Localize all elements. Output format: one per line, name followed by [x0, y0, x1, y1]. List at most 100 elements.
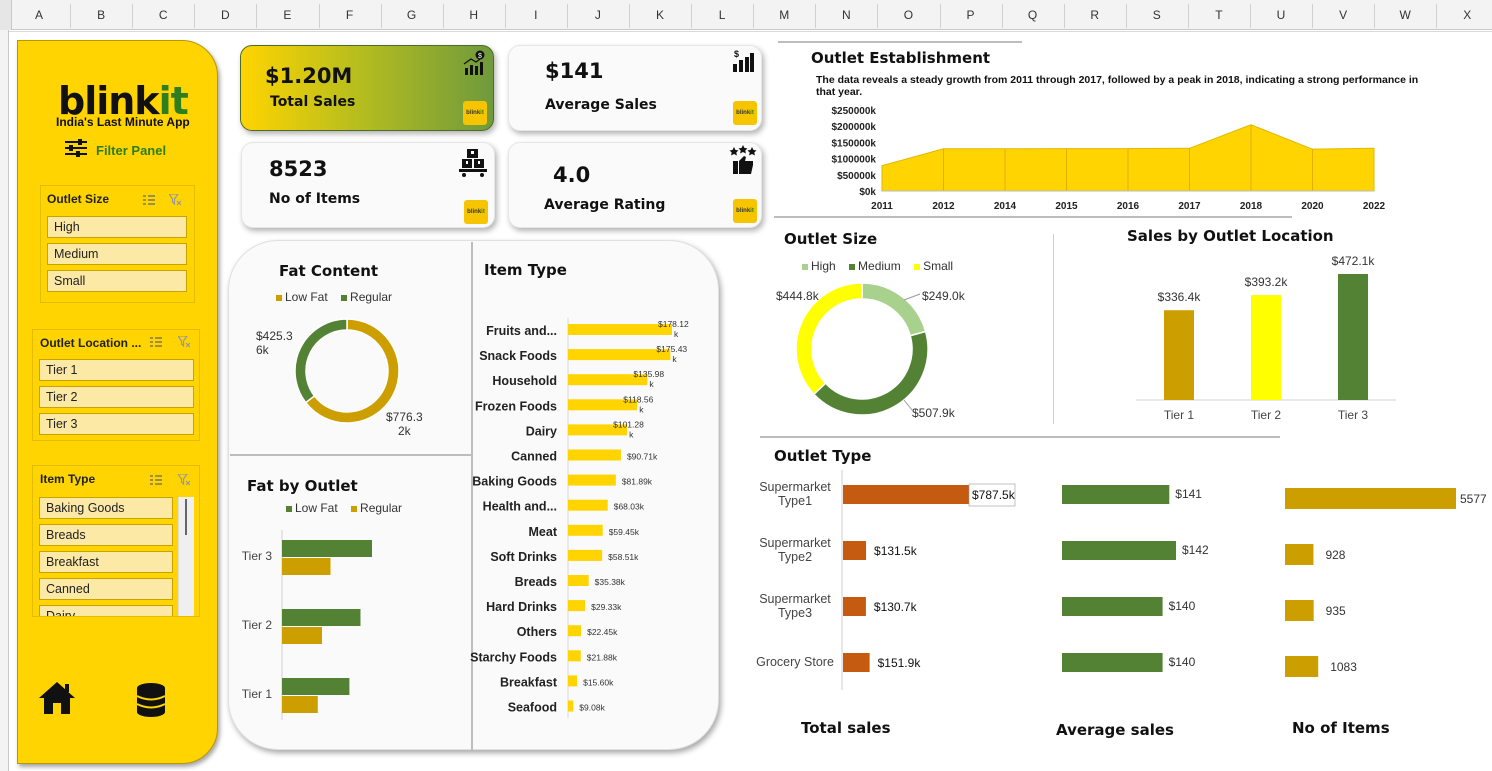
column-header-s[interactable]: S — [1152, 8, 1161, 22]
bar-hard-drinks[interactable] — [568, 600, 586, 612]
bar-low-fat-tier-3[interactable] — [282, 540, 372, 557]
column-header-j[interactable]: J — [594, 8, 601, 22]
column-separator[interactable] — [1187, 4, 1189, 28]
column-header-t[interactable]: T — [1215, 8, 1223, 22]
bar-canned[interactable] — [568, 449, 621, 461]
slicer-item-baking-goods[interactable]: Baking Goods — [39, 497, 173, 519]
bar-snack-foods[interactable] — [568, 349, 671, 361]
bar-total-sales[interactable] — [843, 597, 866, 616]
column-header-i[interactable]: I — [534, 8, 538, 22]
bar-regular-tier-1[interactable] — [282, 696, 318, 713]
column-separator[interactable] — [1436, 4, 1438, 28]
column-separator[interactable] — [753, 4, 755, 28]
slicer-item-small[interactable]: Small — [47, 270, 187, 292]
column-header-v[interactable]: V — [1339, 8, 1348, 22]
bar-health-and-[interactable] — [568, 499, 608, 511]
home-icon[interactable] — [38, 681, 76, 715]
bar-no-of-items[interactable] — [1285, 488, 1456, 509]
column-header-g[interactable]: G — [406, 8, 417, 22]
column-header-k[interactable]: K — [655, 8, 664, 22]
bar-frozen-foods[interactable] — [568, 399, 638, 411]
slicer-item-breakfast[interactable]: Breakfast — [39, 551, 173, 573]
slicer-item-tier-3[interactable]: Tier 3 — [39, 413, 194, 435]
bar-dairy[interactable] — [568, 424, 628, 436]
slicer-item-high[interactable]: High — [47, 216, 187, 238]
column-header-u[interactable]: U — [1276, 8, 1286, 22]
slicer-item-tier-1[interactable]: Tier 1 — [39, 359, 194, 381]
column-header-a[interactable]: A — [34, 8, 43, 22]
bar-breads[interactable] — [568, 575, 589, 586]
column-header-l[interactable]: L — [718, 8, 726, 22]
column-header-b[interactable]: B — [97, 8, 106, 22]
bar-average-sales[interactable] — [1062, 653, 1163, 672]
column-separator[interactable] — [194, 4, 196, 28]
slicer-item-medium[interactable]: Medium — [47, 243, 187, 265]
column-header-w[interactable]: W — [1399, 8, 1411, 22]
column-separator[interactable] — [566, 4, 568, 28]
bar-fruits-and-[interactable] — [568, 324, 672, 335]
slicer-item-tier-2[interactable]: Tier 2 — [39, 386, 194, 408]
bar-soft-drinks[interactable] — [568, 549, 603, 561]
column-separator[interactable] — [1001, 4, 1003, 28]
column-separator[interactable] — [318, 4, 320, 28]
column-separator[interactable] — [939, 4, 941, 28]
bar-low-fat-tier-2[interactable] — [282, 609, 361, 626]
column-header-h[interactable]: H — [469, 8, 479, 22]
slicer-item-breads[interactable]: Breads — [39, 524, 173, 546]
column-separator[interactable] — [1374, 4, 1376, 28]
column-separator[interactable] — [815, 4, 817, 28]
column-header-c[interactable]: C — [158, 8, 168, 22]
column-separator[interactable] — [1250, 4, 1251, 28]
bar-no-of-items[interactable] — [1285, 544, 1314, 565]
slicer-item-dairy[interactable]: Dairy — [39, 605, 173, 616]
column-header-x[interactable]: X — [1463, 8, 1472, 22]
column-separator[interactable] — [504, 4, 506, 28]
column-header-r[interactable]: R — [1090, 8, 1100, 22]
column-header-d[interactable]: D — [220, 8, 230, 22]
donut-slice-regular[interactable] — [294, 318, 348, 404]
database-icon[interactable] — [136, 683, 166, 717]
bar-average-sales[interactable] — [1062, 597, 1163, 616]
column-separator[interactable] — [1312, 4, 1314, 28]
column-separator[interactable] — [629, 4, 630, 28]
multi-select-icon[interactable] — [143, 194, 155, 206]
slicer-scrollbar[interactable] — [178, 497, 194, 616]
bar-others[interactable] — [568, 625, 582, 637]
column-header-n[interactable]: N — [841, 8, 851, 22]
select-all-corner[interactable] — [0, 0, 12, 30]
bar-breakfast[interactable] — [568, 675, 578, 687]
donut-slice-small[interactable] — [795, 282, 863, 396]
bar-no-of-items[interactable] — [1285, 600, 1314, 621]
column-separator[interactable] — [691, 4, 693, 28]
scrollbar-thumb[interactable] — [185, 499, 187, 535]
bar-tier-2[interactable] — [1251, 295, 1281, 400]
bar-low-fat-tier-1[interactable] — [282, 678, 350, 695]
bar-total-sales[interactable] — [843, 485, 981, 504]
column-header-f[interactable]: F — [345, 8, 354, 22]
bar-tier-1[interactable] — [1164, 310, 1194, 400]
column-header-m[interactable]: M — [779, 8, 790, 22]
bar-household[interactable] — [568, 374, 648, 386]
column-separator[interactable] — [442, 4, 444, 28]
bar-total-sales[interactable] — [843, 653, 870, 672]
column-header-q[interactable]: Q — [1027, 8, 1038, 22]
bar-average-sales[interactable] — [1062, 541, 1176, 560]
clear-filter-icon[interactable] — [169, 194, 181, 206]
column-header-o[interactable]: O — [903, 8, 914, 22]
clear-filter-icon[interactable] — [178, 336, 190, 348]
multi-select-icon[interactable] — [150, 474, 162, 486]
multi-select-icon[interactable] — [150, 336, 162, 348]
bar-total-sales[interactable] — [843, 541, 867, 560]
bar-regular-tier-3[interactable] — [282, 558, 331, 575]
column-header-p[interactable]: P — [966, 8, 975, 22]
bar-baking-goods[interactable] — [568, 474, 616, 486]
bar-average-sales[interactable] — [1062, 485, 1170, 504]
column-separator[interactable] — [256, 4, 258, 28]
column-separator[interactable] — [380, 4, 382, 28]
column-separator[interactable] — [877, 4, 879, 28]
bar-regular-tier-2[interactable] — [282, 627, 323, 644]
bar-starchy-foods[interactable] — [568, 650, 581, 662]
bar-tier-3[interactable] — [1338, 274, 1368, 400]
column-separator[interactable] — [1125, 4, 1127, 28]
bar-meat[interactable] — [568, 524, 603, 536]
